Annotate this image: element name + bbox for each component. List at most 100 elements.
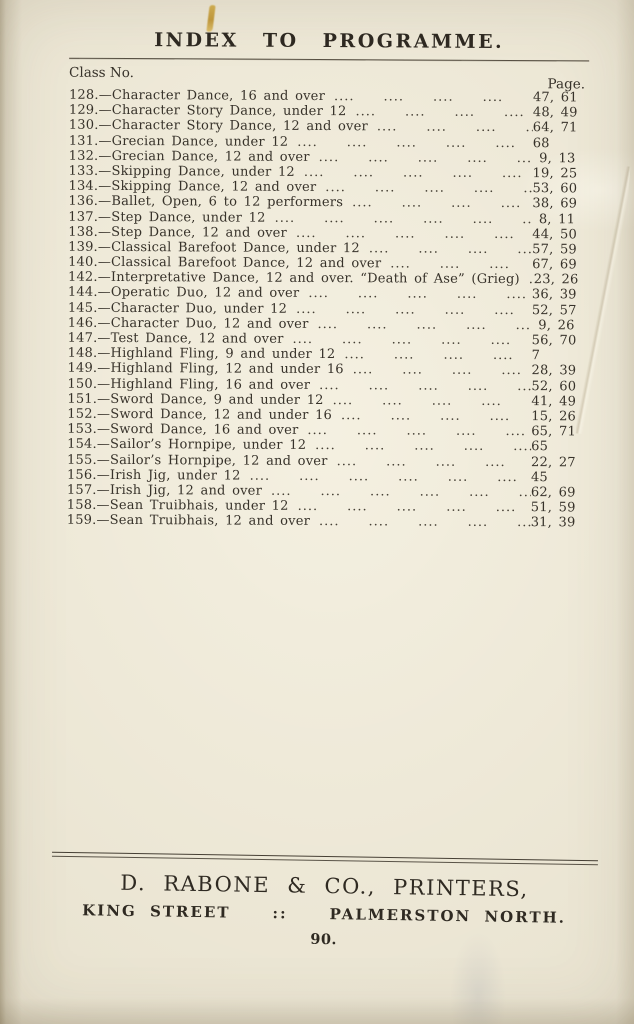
dot-leader: .... .... .... .... .... .... .... .... … [325,180,533,197]
index-row-label: 136.—Ballet, Open, 6 to 12 performers [68,194,344,211]
printer-address-street: KING STREET [82,900,231,922]
dot-leader: .... .... .... .... .... .... .... .... … [318,149,533,166]
index-row-pages: 41, 49 [531,393,577,410]
index-row-label: 149.—Highland Fling, 12 and under 16 [67,361,344,378]
index-row-label: 152.—Sword Dance, 12 and under 16 [67,406,333,424]
dot-leader: .... .... .... .... .... .... .... .... … [296,301,532,318]
dot-leader: .... .... .... .... .... .... .... .... … [315,438,532,455]
column-headers: Class No. Page. [69,64,589,93]
index-list: 128.—Character Dance, 16 and over .... .… [67,88,589,531]
dot-leader: .... .... .... .... .... .... .... .... … [297,498,531,516]
index-row-pages: 38, 69 [532,196,578,212]
index-row-pages: 48, 49 [532,105,578,121]
index-row-label: 158.—Sean Truibhais, under 12 [66,497,289,514]
dot-leader: .... .... .... .... .... .... .... .... … [528,272,534,288]
index-row-label: 153.—Sword Dance, 16 and over [67,421,299,439]
index-row-label: 154.—Sailor’s Hornpipe, under 12 [67,437,307,454]
printer-address: KING STREET :: PALMERSTON NORTH. [51,900,597,927]
index-row-pages: 28, 39 [531,363,577,379]
index-row-pages: 52, 60 [531,378,577,394]
index-row-label: 151.—Sword Dance, 9 and under 12 [67,391,324,408]
index-row-label: 156.—Irish Jig, under 12 [66,467,241,484]
dot-leader: .... .... .... .... .... .... .... .... … [317,316,532,333]
index-row-pages: 31, 39 [530,515,576,531]
index-row-pages: 52, 57 [531,302,577,318]
index-row-label: 157.—Irish Jig, 12 and over [66,482,263,499]
index-row: 159.—Sean Truibhais, 12 and over .... ..… [67,513,587,531]
index-row-label: 147.—Test Dance, 12 and over [67,330,284,347]
paper-fiber-stain [206,4,216,33]
index-row-label: 159.—Sean Truibhais, 12 and over [66,512,311,530]
index-section: INDEX TO PROGRAMME. Class No. Page. 128.… [0,28,634,531]
index-row-pages: 65 [531,439,549,455]
index-row-pages: 65, 71 [531,424,576,440]
index-row-pages: 44, 50 [532,226,578,243]
dot-leader: .... .... .... .... .... .... .... .... … [274,210,533,227]
dot-leader: .... .... .... .... .... .... .... .... … [332,392,532,409]
index-row-pages: 19, 25 [532,166,578,182]
index-row-label: 131.—Grecian Dance, under 12 [68,133,289,150]
index-row-label: 137.—Step Dance, under 12 [68,209,266,226]
dot-leader: .... .... .... .... .... .... .... .... … [318,514,531,531]
index-row-pages: 9, 26 [531,317,575,334]
printer-footer: D. RABONE & CO., PRINTERS, KING STREET :… [51,851,598,952]
index-row-pages: 53, 60 [532,181,578,197]
index-row-label: 134.—Skipping Dance, 12 and over [68,178,317,196]
title-rule-divider [69,57,590,62]
index-row-label: 145.—Character Duo, under 12 [67,300,288,317]
index-row-pages: 8, 11 [532,211,576,227]
dot-leader: .... .... .... .... .... .... .... .... … [341,408,531,424]
dot-leader: .... .... .... .... .... .... .... .... … [270,483,531,501]
dot-leader: .... .... .... .... .... .... .... .... … [303,164,533,182]
dot-leader: .... .... .... .... .... .... .... .... … [308,286,532,303]
index-row-pages: 57, 59 [532,242,577,258]
index-row-label: 132.—Grecian Dance, 12 and over [68,148,310,165]
index-row-label: 150.—Highland Fling, 16 and over [67,376,311,393]
dot-leader: .... .... .... .... .... .... .... .... … [336,453,532,470]
index-row-pages: 64, 71 [532,120,578,136]
index-row-label: 144.—Operatic Duo, 12 and over [67,285,300,302]
class-no-column-header: Class No. [69,64,134,82]
index-row-pages: 68 [532,135,550,151]
index-row-pages: 51, 59 [530,500,576,516]
dot-leader: .... .... .... .... .... .... .... .... … [352,362,532,379]
dot-leader: .... .... .... .... .... .... .... .... … [390,256,532,273]
dot-leader: .... .... .... .... .... .... .... .... … [344,347,531,364]
index-row-pages: 9, 13 [532,150,576,167]
index-row-pages: 15, 26 [531,409,577,425]
index-row-pages: 62, 69 [530,484,576,501]
index-row-pages: 45 [530,469,548,485]
index-row-pages: 56, 70 [531,333,577,349]
index-row-label: 129.—Character Story Dance, under 12 [68,102,347,120]
printer-address-separator: :: [272,903,288,922]
dot-leader: .... .... .... .... .... .... .... .... … [249,468,531,485]
index-row-label: 140.—Classical Barefoot Dance, 12 and ov… [68,254,382,272]
dot-leader: .... .... .... .... .... .... .... .... … [307,423,531,440]
index-row-label: 146.—Character Duo, 12 and over [67,315,309,332]
index-row-label: 130.—Character Story Dance, 12 and over [68,118,368,135]
page-number: 90. [310,930,338,948]
index-row-label: 155.—Sailor’s Hornpipe, 12 and over [67,452,328,469]
index-row-pages: 7 [531,348,541,364]
dot-leader: .... .... .... .... .... .... .... .... … [352,195,532,212]
index-row-label: 128.—Character Dance, 16 and over [68,87,326,105]
dot-leader: .... .... .... .... .... .... .... .... … [355,104,532,121]
dot-leader: .... .... .... .... .... .... .... .... … [368,241,533,258]
index-row-pages: 47, 61 [532,90,578,106]
index-row-pages: 36, 39 [531,287,577,303]
index-row-label: 138.—Step Dance, 12 and over [68,224,288,241]
printer-address-city: PALMERSTON NORTH. [329,904,567,927]
index-row-label: 139.—Classical Barefoot Dance, under 12 [68,239,360,257]
index-row-pages: 23, 26 [533,272,579,288]
dot-leader: .... .... .... .... .... .... .... .... … [295,225,532,242]
index-row-label: 148.—Highland Fling, 9 and under 12 [67,345,336,363]
index-row-pages: 67, 69 [532,257,577,273]
dot-leader: .... .... .... .... .... .... .... .... … [376,119,533,136]
dot-leader: .... .... .... .... .... .... .... .... … [319,377,532,394]
page-title: INDEX TO PROGRAMME. [154,29,505,53]
dot-leader: .... .... .... .... .... .... .... .... … [333,89,533,105]
dot-leader: .... .... .... .... .... .... .... .... … [297,134,532,151]
dot-leader: .... .... .... .... .... .... .... .... … [292,331,531,349]
footer-rule-divider [51,851,598,865]
